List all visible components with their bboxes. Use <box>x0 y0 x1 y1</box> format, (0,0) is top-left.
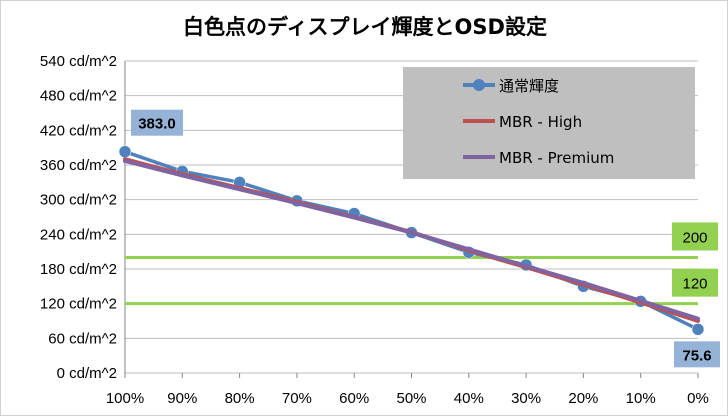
y-tick-label: 240 cd/m^2 <box>40 226 117 243</box>
x-tick-label: 10% <box>626 390 656 407</box>
x-tick-label: 70% <box>282 390 312 407</box>
y-tick-label: 180 cd/m^2 <box>40 261 117 278</box>
legend-label: MBR - Premium <box>499 149 614 167</box>
y-tick-label: 60 cd/m^2 <box>48 330 117 347</box>
x-tick-label: 20% <box>568 390 598 407</box>
reference-label-box <box>672 222 718 251</box>
data-point <box>691 323 705 336</box>
y-tick-label: 480 cd/m^2 <box>40 88 117 105</box>
legend-box <box>403 67 695 179</box>
x-tick-label: 80% <box>225 390 255 407</box>
data-label: 383.0 <box>138 116 176 133</box>
series-line <box>123 158 700 321</box>
x-tick-label: 40% <box>454 390 484 407</box>
y-tick-label: 540 cd/m^2 <box>40 53 117 70</box>
chart-title: 白色点のディスプレイ輝度とOSD設定 <box>183 15 547 39</box>
reference-label-box <box>672 268 718 297</box>
x-tick-label: 90% <box>167 390 197 407</box>
y-tick-label: 120 cd/m^2 <box>40 296 117 313</box>
y-tick-label: 420 cd/m^2 <box>40 122 117 139</box>
reference-label: 200 <box>682 229 707 246</box>
x-tick-label: 100% <box>106 390 144 407</box>
data-label: 75.6 <box>682 347 711 364</box>
x-tick-label: 0% <box>687 390 709 407</box>
legend-marker <box>473 79 485 91</box>
legend-label: MBR - High <box>499 113 582 131</box>
reference-label: 120 <box>682 276 707 293</box>
y-tick-label: 300 cd/m^2 <box>40 192 117 209</box>
x-tick-label: 30% <box>511 390 541 407</box>
y-tick-label: 360 cd/m^2 <box>40 157 117 174</box>
legend-label: 通常輝度 <box>499 77 559 95</box>
x-tick-label: 50% <box>396 390 426 407</box>
data-label-box <box>131 109 183 136</box>
y-tick-label: 0 cd/m^2 <box>57 365 117 382</box>
data-point <box>118 145 132 158</box>
data-label-box <box>674 341 720 368</box>
x-tick-label: 60% <box>339 390 369 407</box>
